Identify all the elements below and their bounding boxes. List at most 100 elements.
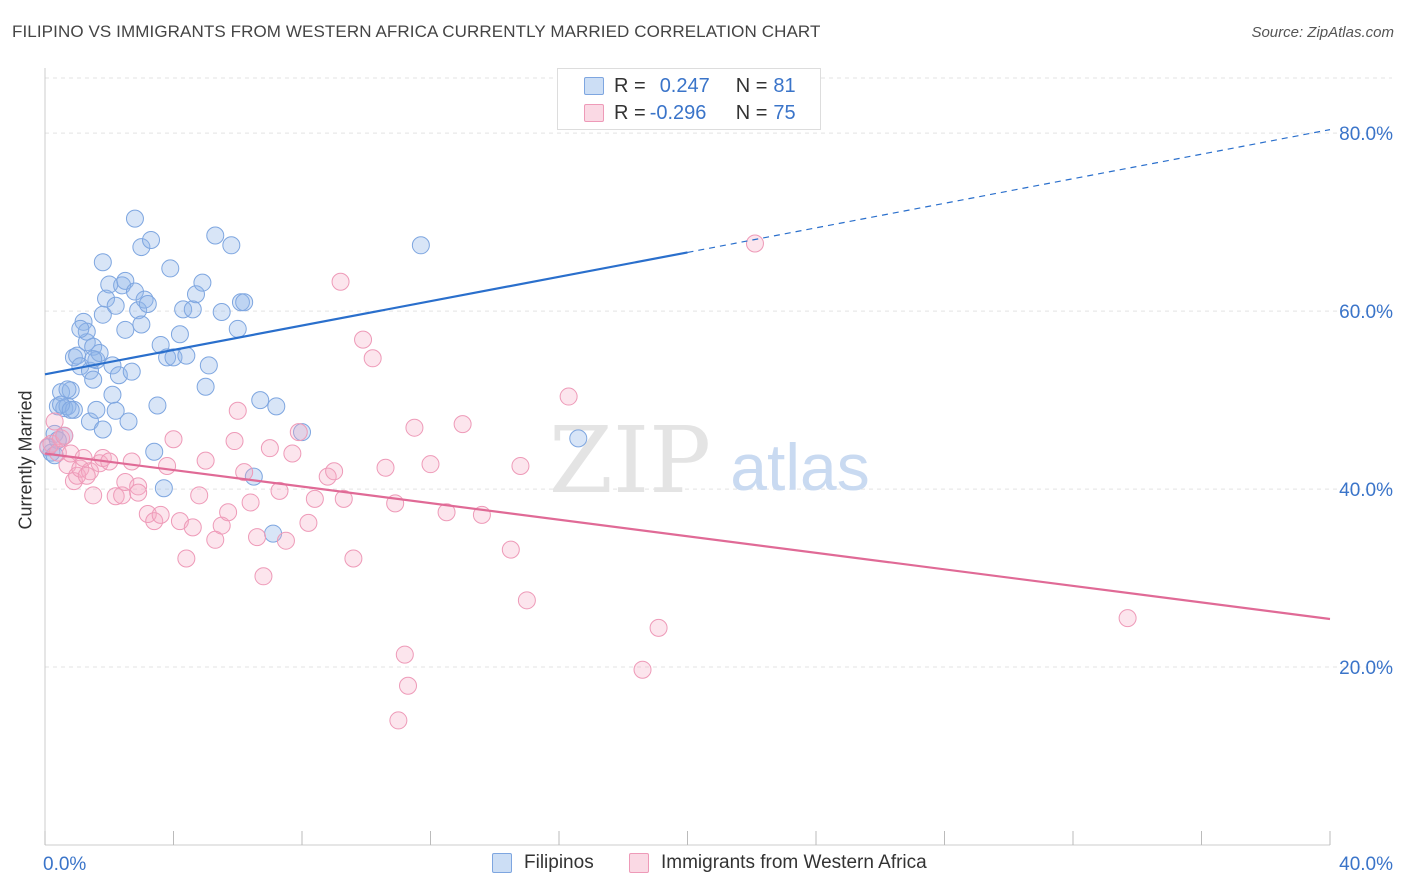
filipino-point [80, 412, 99, 431]
wafrica-point [129, 477, 148, 496]
chart-title: FILIPINO VS IMMIGRANTS FROM WESTERN AFRI… [12, 22, 821, 41]
legend-label-filipinos: Filipinos [524, 852, 594, 873]
y-tick-label: 40.0% [1339, 480, 1393, 501]
filipino-point [569, 429, 588, 448]
wafrica-point [399, 676, 418, 695]
source-label: Source: ZipAtlas.com [1251, 24, 1394, 41]
filipino-point [212, 303, 231, 322]
filipino-point [125, 209, 144, 228]
filipinos-trend-extension [687, 129, 1331, 254]
filipino-point [64, 348, 83, 367]
filipino-point [116, 320, 135, 339]
wafrica-point [183, 518, 202, 537]
wafrica-point [511, 456, 530, 475]
filipino-point [129, 301, 148, 320]
wafrica-point [299, 513, 318, 532]
filipino-point [84, 370, 103, 389]
gridlines [45, 77, 1392, 668]
y-tick-label: 20.0% [1339, 658, 1393, 679]
wafrica-point [633, 660, 652, 679]
wafrica-point [395, 645, 414, 664]
wafrica-point [559, 387, 578, 406]
filipino-point [267, 397, 286, 416]
wafrica-point [421, 455, 440, 474]
filipino-point [206, 226, 225, 245]
filipino-point [58, 380, 77, 399]
filipino-point [132, 238, 151, 257]
filipino-point [199, 356, 218, 375]
wafrica-point [376, 458, 395, 477]
wafrica-point [235, 463, 254, 482]
filipino-point [138, 295, 157, 314]
wafrica-point [305, 489, 324, 508]
wafrica-point [389, 711, 408, 730]
wafrica-point [649, 618, 668, 637]
wafrica-point [405, 418, 424, 437]
wafrica-point [55, 426, 74, 445]
filipino-point [52, 395, 71, 414]
wafrica-point [276, 531, 295, 550]
filipino-point [174, 300, 193, 319]
filipino-point [61, 400, 80, 419]
filipino-point [122, 362, 141, 381]
filipino-point [106, 296, 125, 315]
wafrica-point [1118, 609, 1137, 628]
n-label: N = [735, 74, 768, 97]
filipino-point [183, 300, 202, 319]
wafrica-point [354, 330, 373, 349]
y-tick-label: 60.0% [1339, 302, 1393, 323]
wafrica-point [42, 434, 61, 453]
y-tick-label: 80.0% [1339, 124, 1393, 145]
legend-row-wafrica: R = -0.296 N = 75 [558, 100, 796, 126]
legend-item-filipinos: Filipinos [492, 852, 594, 874]
filipino-point [132, 315, 151, 334]
wafrica-point [260, 439, 279, 458]
watermark-atlas: atlas [730, 430, 869, 504]
n-label: N = [735, 101, 768, 124]
wafrica-point [501, 540, 520, 559]
trend-lines [44, 129, 1331, 621]
wafrica-point [228, 401, 247, 420]
wafrica-point [52, 429, 71, 448]
wafrica-point [289, 423, 308, 442]
wafrica-point [225, 432, 244, 451]
filipino-point [411, 236, 430, 255]
r-label: R = [614, 74, 646, 97]
wafrica-point [190, 486, 209, 505]
watermark: ZIP atlas [549, 407, 870, 514]
wafrica-point [248, 528, 267, 547]
wafrica-point [113, 486, 132, 505]
n-value: 75 [773, 101, 796, 124]
x-tick-label: 40.0% [1339, 854, 1393, 875]
filipino-point [106, 401, 125, 420]
wafrica-point [138, 505, 157, 524]
filipino-point [228, 319, 247, 338]
wafrica-point [122, 452, 141, 471]
legend-row-filipinos: R = 0.247 N = 81 [558, 73, 796, 99]
n-value: 81 [773, 74, 796, 97]
wafrica-point [158, 456, 177, 475]
wafrica-point [106, 487, 125, 506]
wafrica-point [219, 503, 238, 522]
filipino-point [158, 348, 177, 367]
wafrica-swatch [584, 104, 604, 122]
wafrica-legend-swatch [629, 853, 649, 873]
filipino-point [193, 273, 212, 292]
filipino-point [154, 479, 173, 498]
wafrica-point [331, 272, 350, 291]
wafrica-point [325, 462, 344, 481]
filipino-point [222, 236, 241, 255]
filipinos-trend-line [44, 251, 688, 376]
filipino-point [93, 253, 112, 272]
filipino-point [251, 391, 270, 410]
y-axis-title: Currently Married [15, 390, 36, 530]
wafrica-point [517, 591, 536, 610]
wafrica-point [334, 489, 353, 508]
filipino-point [93, 420, 112, 439]
wafrica-point [241, 493, 260, 512]
filipino-point [235, 293, 254, 312]
filipino-point [97, 289, 116, 308]
filipino-point [161, 259, 180, 278]
filipinos-swatch [584, 77, 604, 95]
wafrica-point [77, 466, 96, 485]
